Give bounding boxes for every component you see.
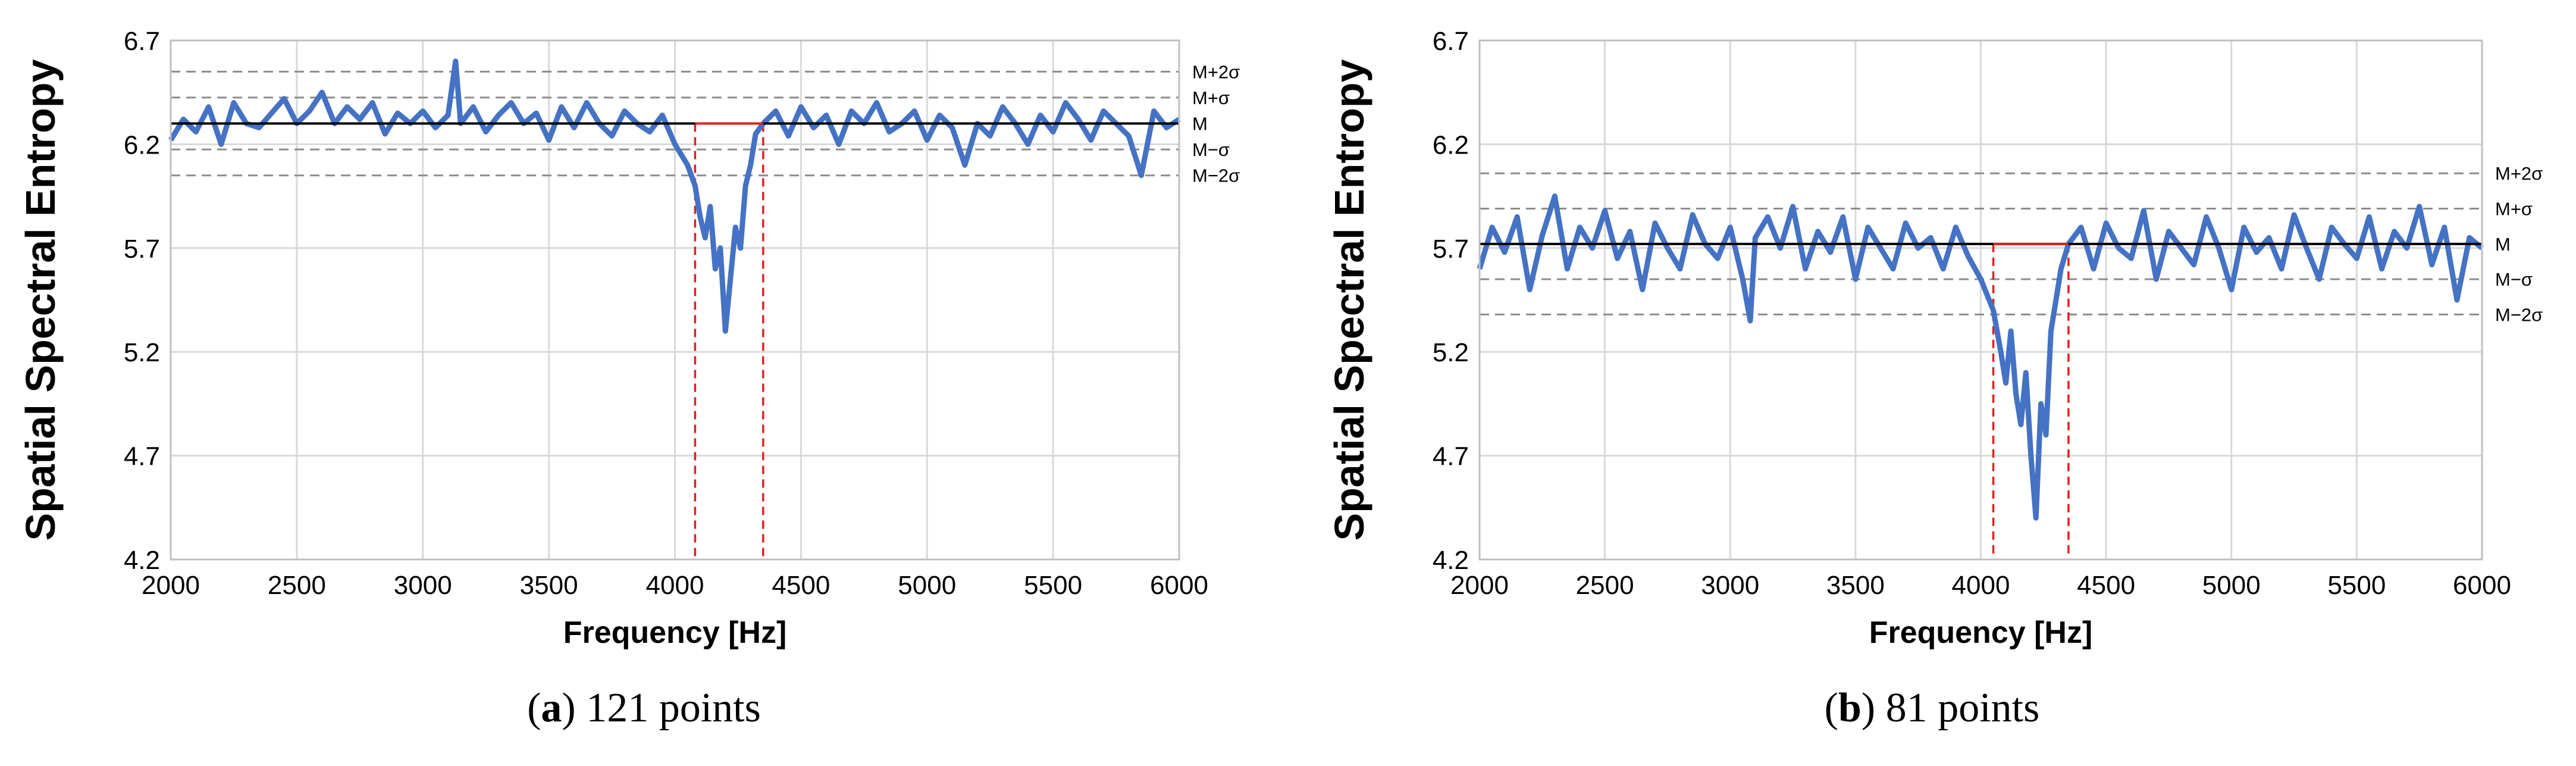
x-tick-label: 4500	[772, 571, 830, 600]
ref-label: M	[1192, 114, 1208, 135]
series-line	[168, 58, 1181, 334]
ref-label: M+σ	[1192, 87, 1230, 108]
caption-b-open: (	[1824, 685, 1838, 731]
chart-b: M+2σ M+σ M M−σ M−2σ 2000 2500 3000 3500 4000 4500 5…	[1326, 27, 2543, 650]
ref-label: M−σ	[1192, 139, 1230, 160]
panel-b: M+2σ M+σ M M−σ M−2σ 2000 2500 3000 3500 4000 4500 5…	[1288, 0, 2576, 766]
y-tick-label: 5.7	[1433, 235, 1469, 264]
x-tick-label: 6000	[1150, 571, 1208, 600]
panel-a: M+2σ M+σ M M−σ M−2σ 2000 2500 3000 3500 4000 4500 5…	[0, 27, 1288, 732]
x-tick-label: 2500	[268, 571, 326, 600]
caption-a-open: (	[527, 685, 541, 731]
y-tick-label: 6.7	[1433, 27, 1469, 56]
x-tick-label: 5500	[1024, 571, 1082, 600]
y-tick-label: 5.2	[1433, 338, 1469, 367]
x-tick-label: 2000	[142, 571, 200, 600]
x-tick-label: 5000	[898, 571, 956, 600]
plot-border	[170, 39, 1180, 561]
y-tick-label: 4.2	[1433, 546, 1469, 575]
y-axis-title: Spatial Spectral Entropy	[1326, 59, 1372, 540]
x-tick-label: 3000	[1701, 571, 1759, 600]
x-tick-label: 4000	[1952, 571, 2010, 600]
x-tick-label: 3500	[1826, 571, 1885, 600]
y-tick-label: 5.7	[124, 235, 160, 264]
caption-b-text: ) 81 points	[1861, 685, 2040, 731]
y-tick-label: 6.2	[1433, 130, 1469, 160]
y-axis-title: Spatial Spectral Entropy	[17, 59, 64, 540]
x-tick-label: 2000	[1450, 571, 1509, 600]
x-axis-title: Frequency [Hz]	[1869, 615, 2093, 650]
y-tick-label: 5.2	[124, 338, 160, 367]
ref-label: M+2σ	[2495, 163, 2543, 184]
y-tick-label: 4.7	[124, 442, 160, 471]
ref-label: M−σ	[2495, 269, 2533, 290]
chart-a: M+2σ M+σ M M−σ M−2σ 2000 2500 3000 3500 4000 4500 5…	[17, 27, 1240, 650]
y-tick-label: 6.2	[124, 130, 160, 160]
ref-label: M+2σ	[1192, 61, 1240, 82]
x-tick-label: 2500	[1576, 571, 1634, 600]
ref-label: M+σ	[2495, 199, 2533, 220]
ref-label: M−2σ	[1192, 165, 1240, 186]
x-axis-title: Frequency [Hz]	[563, 615, 787, 650]
caption-b-letter: b	[1838, 685, 1862, 731]
x-tick-label: 5000	[2202, 571, 2261, 600]
x-tick-label: 3000	[394, 571, 452, 600]
x-tick-label: 6000	[2453, 571, 2511, 600]
caption-a: (a) 121 points	[0, 684, 1288, 732]
ref-label: M	[2495, 234, 2511, 255]
x-tick-label: 4000	[646, 571, 704, 600]
x-tick-label: 4500	[2077, 571, 2135, 600]
caption-a-text: ) 121 points	[562, 685, 761, 731]
x-tick-label: 3500	[520, 571, 578, 600]
y-tick-label: 4.2	[124, 546, 160, 575]
y-tick-label: 4.7	[1433, 442, 1469, 471]
x-tick-label: 5500	[2327, 571, 2386, 600]
plot-border	[1478, 39, 2483, 561]
caption-a-letter: a	[541, 685, 562, 731]
ref-label: M−2σ	[2495, 304, 2543, 325]
y-tick-label: 6.7	[124, 27, 160, 56]
caption-b: (b) 81 points	[1288, 684, 2576, 732]
